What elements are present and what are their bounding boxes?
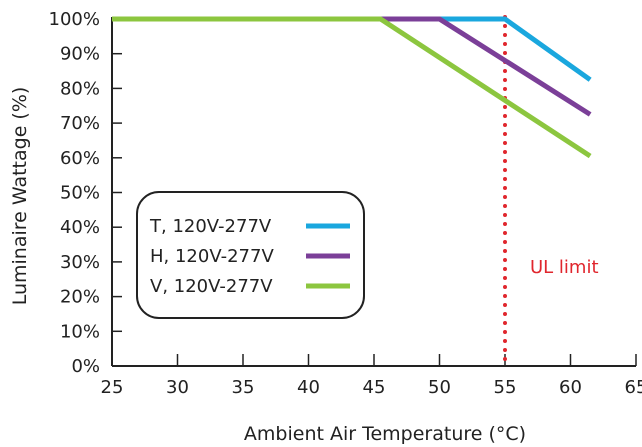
legend-label: T, 120V-277V <box>149 216 272 237</box>
legend: T, 120V-277V H, 120V-277V V, 120V-277V <box>136 191 365 319</box>
series-group <box>112 16 592 159</box>
y-tick-label: 30% <box>60 252 100 273</box>
x-tick-label: 35 <box>232 377 255 398</box>
series-line <box>112 16 592 117</box>
y-tick-label: 80% <box>60 78 100 99</box>
y-tick-label: 100% <box>49 9 100 30</box>
y-tick-label: 10% <box>60 321 100 342</box>
series-line <box>112 16 592 159</box>
y-tick-label: 50% <box>60 183 100 204</box>
x-tick-label: 55 <box>494 377 517 398</box>
x-axis-title: Ambient Air Temperature (°C) <box>244 423 526 445</box>
y-tick-label: 0% <box>71 356 100 377</box>
chart-axes: 0% 10% 20% 30% 40% 50% 60% 70% 80% 90% 100% 25 30 35 4… <box>49 9 642 398</box>
y-tick-label: 40% <box>60 217 100 238</box>
y-tick-label: 60% <box>60 148 100 169</box>
x-tick-label: 25 <box>101 377 124 398</box>
x-tick-label: 60 <box>559 377 582 398</box>
x-tick-label: 30 <box>166 377 189 398</box>
ul-limit-label: UL limit <box>530 257 599 278</box>
x-tick-label: 45 <box>363 377 386 398</box>
y-tick-label: 90% <box>60 44 100 65</box>
x-tick-label: 65 <box>625 377 642 398</box>
y-tick-label: 70% <box>60 113 100 134</box>
legend-label: H, 120V-277V <box>150 246 274 267</box>
x-tick-label: 40 <box>297 377 320 398</box>
x-tick-label: 50 <box>428 377 451 398</box>
y-axis-title: Luminaire Wattage (%) <box>9 87 31 306</box>
y-tick-label: 20% <box>60 287 100 308</box>
legend-label: V, 120V-277V <box>150 276 273 297</box>
